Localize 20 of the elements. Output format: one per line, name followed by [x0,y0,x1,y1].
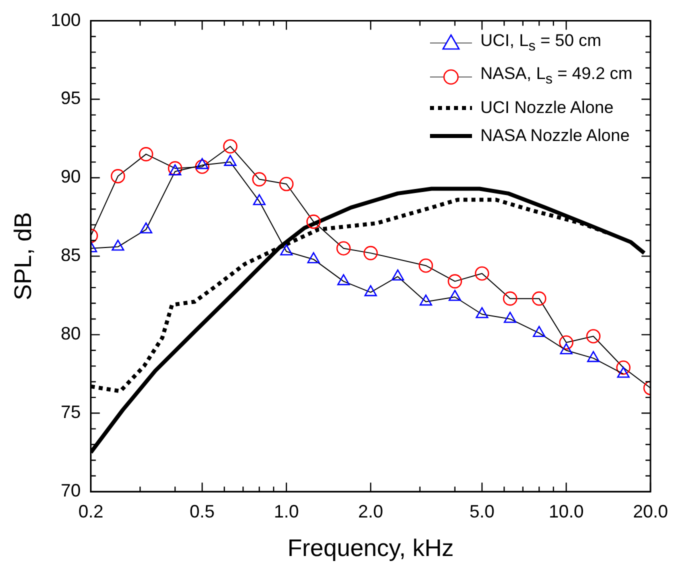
y-axis-title: SPL, dB [10,212,38,300]
x-tick-label: 10.0 [548,501,584,522]
x-tick-label: 20.0 [632,501,668,522]
x-tick-label: 2.0 [358,501,384,522]
y-tick-label: 80 [60,324,81,344]
y-tick-label: 75 [60,402,81,422]
x-tick-label: 0.5 [190,501,215,522]
x-tick-label: 5.0 [469,501,495,522]
y-tick-label: 100 [50,10,81,30]
y-tick-label: 95 [60,88,81,108]
y-tick-label: 85 [60,245,81,266]
x-axis-title: Frequency, kHz [288,535,454,562]
x-tick-label: 1.0 [274,501,299,522]
y-tick-label: 70 [60,480,81,501]
x-tick-label: 0.2 [78,501,104,522]
y-tick-label: 90 [60,166,81,187]
legend-label: NASA, L$_{s}$ = 49.2 cm [480,63,632,90]
legend-label: UCI Nozzle Alone [480,96,614,119]
legend-label: UCI, L$_{s}$ = 50 cm [480,30,602,56]
legend-label: NASA Nozzle Alone [480,124,630,147]
